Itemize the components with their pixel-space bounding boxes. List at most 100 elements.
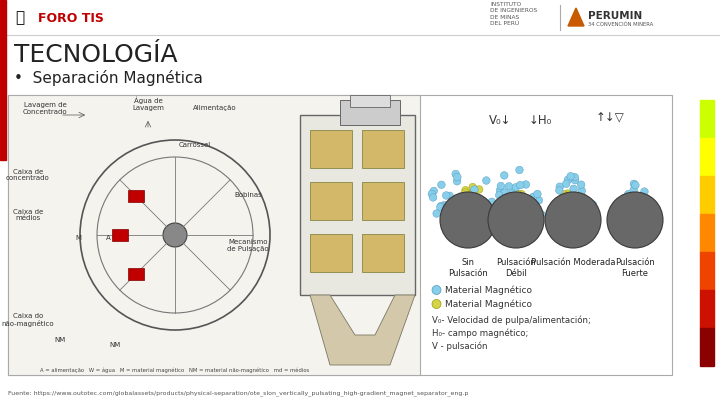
Text: NM: NM — [109, 342, 121, 348]
Circle shape — [564, 176, 572, 183]
Circle shape — [529, 193, 537, 200]
Circle shape — [488, 198, 495, 206]
Text: Sin
Pulsación: Sin Pulsación — [448, 258, 488, 278]
Bar — [128, 268, 144, 280]
Circle shape — [538, 211, 545, 219]
Bar — [300, 115, 415, 295]
Text: Pulsación Moderada: Pulsación Moderada — [531, 258, 616, 267]
Circle shape — [647, 214, 654, 222]
Circle shape — [631, 181, 639, 189]
Circle shape — [549, 213, 556, 220]
Circle shape — [462, 189, 469, 196]
Circle shape — [535, 196, 543, 204]
Circle shape — [571, 176, 579, 184]
Circle shape — [523, 197, 530, 205]
Bar — [700, 214, 714, 252]
Circle shape — [501, 189, 508, 196]
Circle shape — [535, 213, 542, 221]
Bar — [700, 328, 714, 366]
Circle shape — [489, 202, 497, 209]
Text: Material Magnético: Material Magnético — [445, 285, 532, 295]
Circle shape — [512, 183, 520, 191]
Circle shape — [588, 200, 595, 208]
Text: ↑↓▽: ↑↓▽ — [595, 111, 624, 124]
Circle shape — [518, 190, 526, 198]
Circle shape — [442, 192, 450, 199]
Circle shape — [516, 194, 523, 201]
Circle shape — [471, 186, 478, 193]
Text: Caixa de
concentrado: Caixa de concentrado — [6, 168, 50, 181]
Circle shape — [441, 201, 448, 209]
Text: TECNOLOGÍA: TECNOLOGÍA — [14, 43, 178, 67]
Text: FORO TIS: FORO TIS — [38, 11, 104, 24]
Bar — [350, 95, 390, 107]
Text: A: A — [106, 235, 110, 241]
Text: 34 CONVENCIÓN MINERA: 34 CONVENCIÓN MINERA — [588, 21, 653, 26]
Circle shape — [500, 172, 508, 179]
Circle shape — [508, 194, 516, 201]
Circle shape — [516, 166, 523, 174]
Circle shape — [498, 209, 505, 217]
Text: Mecanismo
de Pulsação: Mecanismo de Pulsação — [228, 239, 269, 252]
Text: H₀- campo magnético;: H₀- campo magnético; — [432, 328, 528, 338]
Circle shape — [556, 187, 563, 194]
Bar — [310, 182, 352, 220]
Circle shape — [630, 180, 638, 188]
Circle shape — [630, 186, 637, 194]
Circle shape — [454, 173, 461, 181]
Polygon shape — [568, 8, 584, 26]
Bar — [8, 95, 672, 375]
Circle shape — [639, 194, 647, 202]
Circle shape — [511, 190, 518, 198]
Circle shape — [454, 177, 461, 185]
Text: M: M — [75, 235, 81, 241]
Circle shape — [454, 199, 462, 206]
Text: Caixa de
médios: Caixa de médios — [13, 209, 43, 222]
Circle shape — [449, 201, 457, 209]
Text: A = alimentação   W = água   M = material magnético   NM = material não-magnétic: A = alimentação W = água M = material ma… — [40, 367, 310, 373]
Text: Lavagem de
Concentrado: Lavagem de Concentrado — [23, 102, 67, 115]
Circle shape — [571, 173, 579, 181]
Text: Fuente: https://www.outotec.com/globalassets/products/physical-separation/ote_sl: Fuente: https://www.outotec.com/globalas… — [8, 390, 469, 396]
Bar — [8, 95, 420, 375]
Bar — [0, 0, 6, 160]
Circle shape — [430, 187, 438, 195]
Circle shape — [469, 183, 477, 191]
Circle shape — [516, 181, 524, 189]
Circle shape — [616, 218, 624, 226]
Circle shape — [578, 187, 585, 194]
Circle shape — [498, 194, 506, 202]
Circle shape — [473, 197, 481, 205]
Circle shape — [522, 200, 530, 207]
Bar — [128, 190, 144, 202]
Circle shape — [623, 199, 630, 207]
Circle shape — [462, 186, 469, 194]
Text: NM: NM — [55, 337, 66, 343]
Text: ↓H₀: ↓H₀ — [528, 113, 552, 126]
Circle shape — [474, 196, 482, 204]
Circle shape — [500, 207, 508, 214]
Bar — [112, 229, 128, 241]
Circle shape — [429, 194, 437, 201]
Circle shape — [432, 286, 441, 294]
Circle shape — [624, 190, 632, 198]
Text: Carrossel: Carrossel — [179, 142, 211, 148]
Circle shape — [467, 190, 474, 198]
Circle shape — [497, 182, 505, 190]
Circle shape — [534, 190, 541, 198]
Text: 💡: 💡 — [15, 11, 24, 26]
Circle shape — [522, 181, 530, 188]
Circle shape — [163, 223, 187, 247]
Circle shape — [498, 200, 505, 207]
Text: Material Magnético: Material Magnético — [445, 299, 532, 309]
Text: Bobinas: Bobinas — [234, 192, 262, 198]
Circle shape — [564, 190, 572, 197]
Circle shape — [577, 191, 584, 198]
Bar — [362, 234, 404, 272]
Bar — [700, 252, 714, 290]
Text: V₀- Velocidad de pulpa/alimentación;: V₀- Velocidad de pulpa/alimentación; — [432, 315, 591, 325]
Text: Água de
Lavagem: Água de Lavagem — [132, 97, 164, 111]
Circle shape — [488, 192, 544, 248]
Circle shape — [495, 192, 503, 199]
Circle shape — [468, 193, 476, 200]
